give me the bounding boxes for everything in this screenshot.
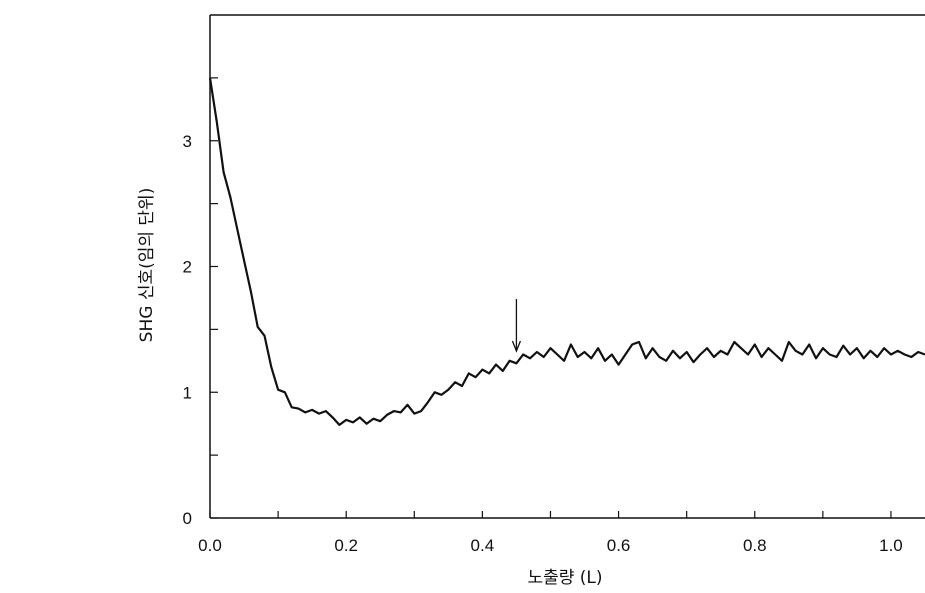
- y-axis: 0 1 2 3: [183, 77, 218, 528]
- y-tick-label: 2: [183, 258, 192, 277]
- x-axis: 0.0 0.2 0.4 0.6 0.8 1.0: [198, 511, 903, 555]
- x-tick-label: 0.6: [607, 536, 631, 555]
- x-tick-label: 0.0: [198, 536, 222, 555]
- x-tick-label: 0.2: [334, 536, 358, 555]
- y-tick-label: 0: [183, 509, 192, 528]
- y-tick-label: 3: [183, 132, 192, 151]
- x-axis-title: 노출량 (L): [527, 568, 602, 588]
- x-tick-label: 0.4: [471, 536, 495, 555]
- series-line: [208, 77, 925, 426]
- y-tick-label: 1: [183, 383, 192, 402]
- y-axis-title: SHG 신호(임의 단위): [137, 188, 157, 343]
- plot-frame: [209, 14, 925, 519]
- annotation-layer: [511, 299, 522, 353]
- x-tick-label: 0.8: [743, 536, 767, 555]
- x-tick-label: 1.0: [879, 536, 903, 555]
- arrow-head-icon: [511, 340, 522, 353]
- series-layer: [208, 77, 925, 426]
